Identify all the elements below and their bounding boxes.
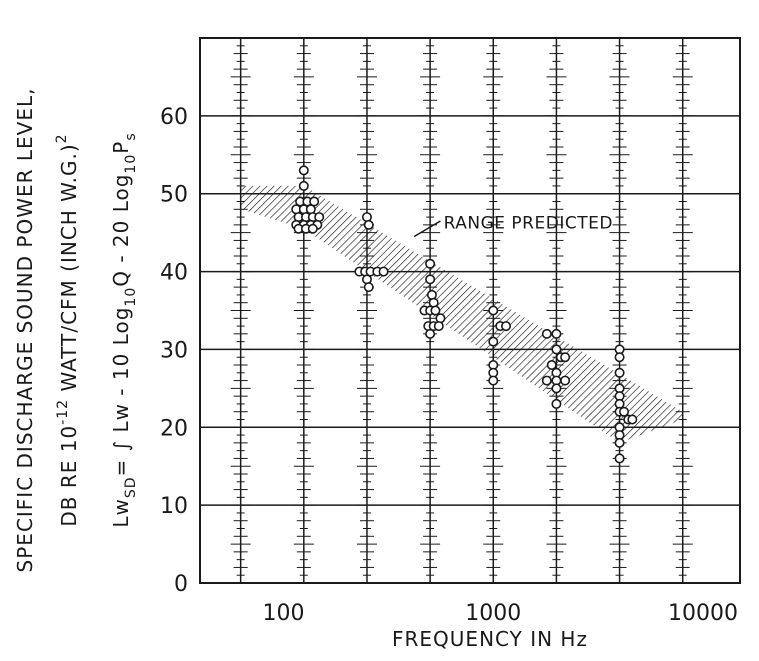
y-axis-title-line2: DB RE 10-12 WATT/CFM (INCH W.G.)2 bbox=[54, 133, 81, 526]
y-tick-label: 60 bbox=[160, 105, 188, 130]
data-point bbox=[560, 352, 571, 363]
x-tick-label: 10000 bbox=[668, 601, 738, 626]
data-point bbox=[363, 282, 374, 293]
data-point bbox=[425, 328, 436, 339]
data-point bbox=[560, 375, 571, 386]
data-point bbox=[541, 375, 552, 386]
data-point bbox=[551, 344, 562, 355]
y-tick-label: 50 bbox=[160, 183, 188, 208]
x-tick-label: 1000 bbox=[465, 601, 521, 626]
data-point bbox=[425, 258, 436, 269]
data-point bbox=[551, 328, 562, 339]
data-point bbox=[619, 406, 630, 417]
y-tick-label: 40 bbox=[160, 261, 188, 286]
plot-frame bbox=[199, 37, 741, 584]
data-point bbox=[614, 352, 625, 363]
data-point bbox=[501, 321, 512, 332]
data-point bbox=[546, 359, 557, 370]
data-point bbox=[614, 437, 625, 448]
data-point bbox=[298, 165, 309, 176]
tick-labels: 0 10 20 30 40 50 60 100 1000 10000 bbox=[160, 105, 738, 626]
y-tick-label: 10 bbox=[160, 494, 188, 519]
x-axis-title: FREQUENCY IN Hz bbox=[392, 627, 588, 651]
data-point bbox=[430, 305, 441, 316]
annotation-leader bbox=[413, 220, 441, 238]
data-point bbox=[363, 219, 374, 230]
data-point bbox=[425, 274, 436, 285]
y-tick-label: 30 bbox=[160, 338, 188, 363]
data-point bbox=[614, 367, 625, 378]
x-tick-label: 100 bbox=[262, 601, 304, 626]
data-point bbox=[614, 453, 625, 464]
annotation-range-predicted: RANGE PREDICTED bbox=[444, 214, 613, 234]
data-point bbox=[488, 305, 499, 316]
data-points bbox=[291, 165, 638, 464]
data-point bbox=[433, 321, 444, 332]
data-point bbox=[627, 414, 638, 425]
data-point bbox=[541, 328, 552, 339]
data-point bbox=[378, 266, 389, 277]
data-point bbox=[551, 383, 562, 394]
data-point bbox=[298, 180, 309, 191]
data-point bbox=[435, 313, 446, 324]
data-point bbox=[488, 336, 499, 347]
data-point bbox=[488, 375, 499, 386]
y-axis-title-line1: SPECIFIC DISCHARGE SOUND POWER LEVEL, bbox=[13, 88, 37, 573]
data-point bbox=[307, 223, 318, 234]
range-predicted-band bbox=[241, 185, 683, 443]
y-tick-label: 0 bbox=[174, 572, 188, 597]
data-point bbox=[551, 398, 562, 409]
y-axis-formula: LwSD= ∫ Lw - 10 Log10Q - 20 Log10Ps bbox=[109, 132, 139, 527]
y-tick-label: 20 bbox=[160, 416, 188, 441]
range-predicted-area bbox=[241, 185, 683, 443]
